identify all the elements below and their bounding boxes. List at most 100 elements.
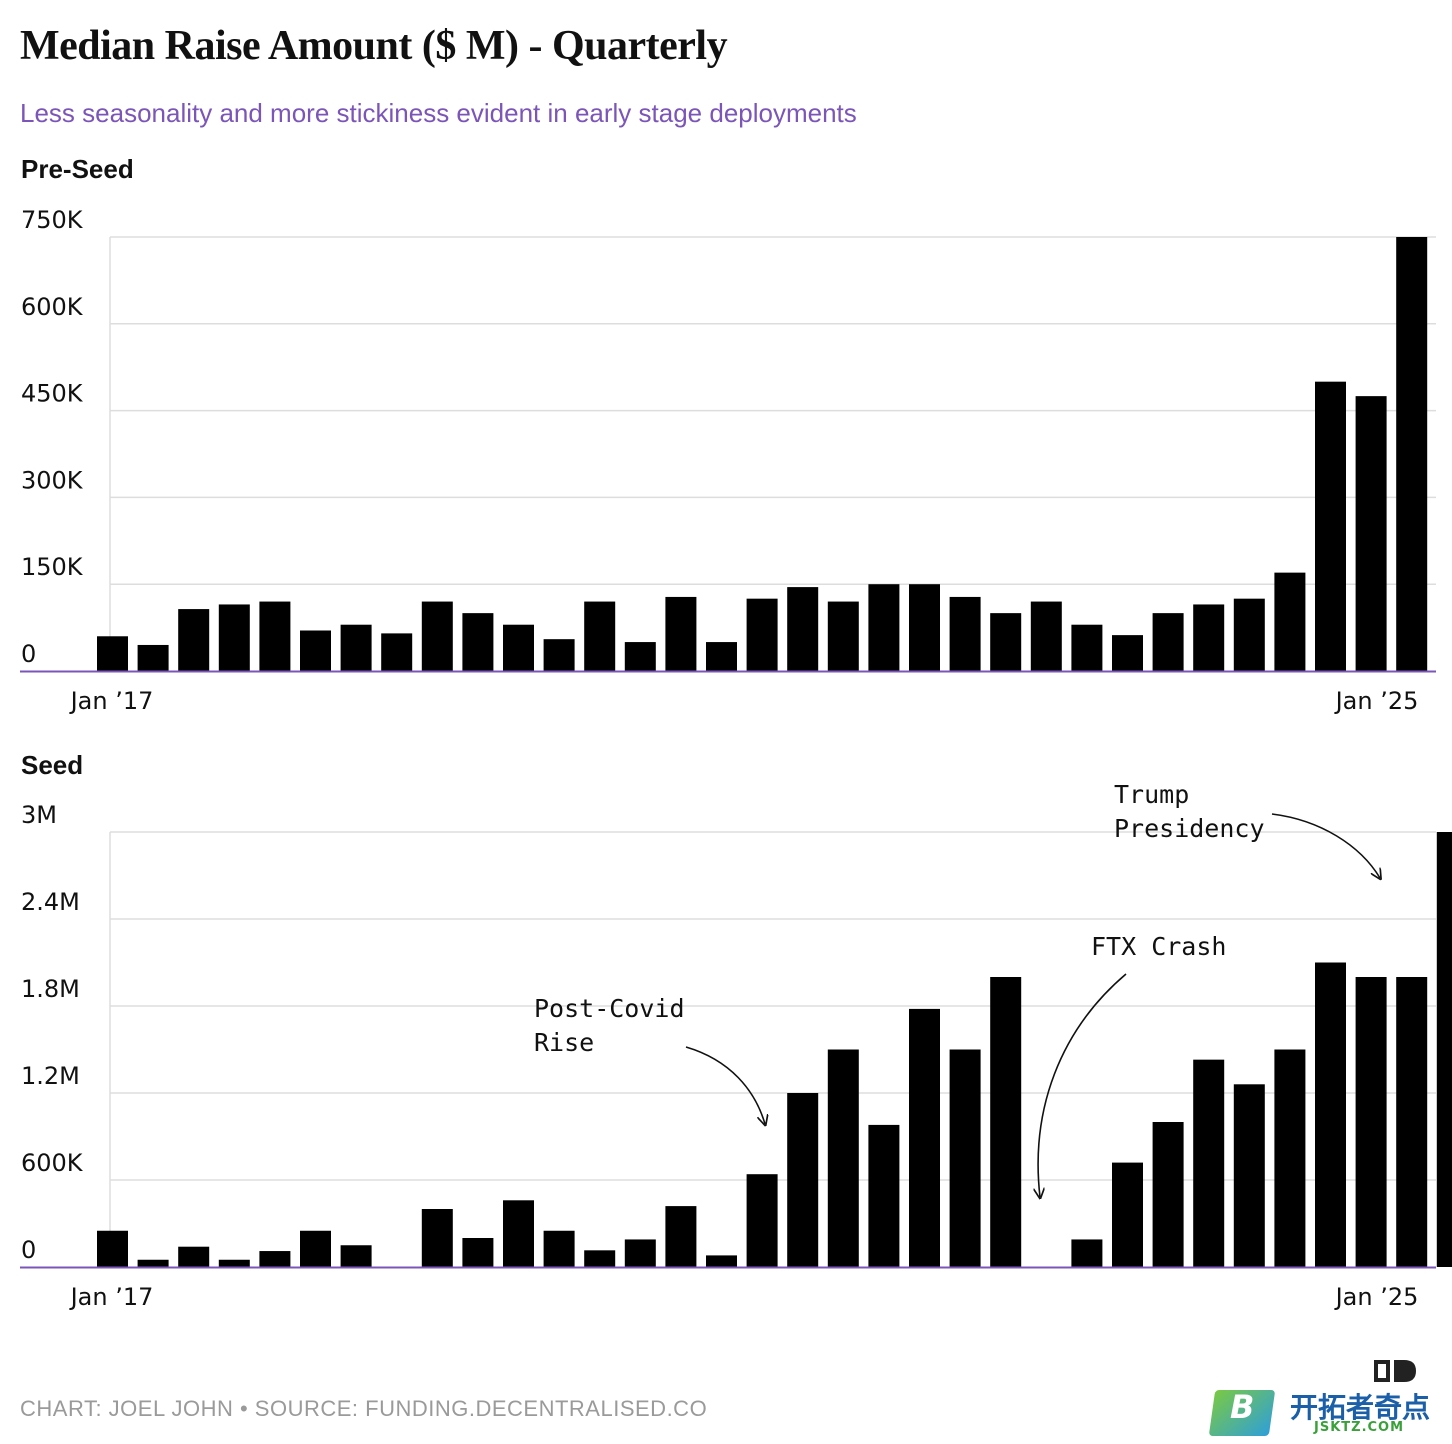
seed-bar xyxy=(827,1049,859,1267)
charts-canvas: Pre-Seed 0 150K 300K 450K 600K 750K Jan ’17 Jan … xyxy=(20,154,1452,1311)
seed-bar xyxy=(1396,977,1428,1267)
preseed-bar xyxy=(1355,396,1387,671)
preseed-y-tick-label: 150K xyxy=(21,553,84,581)
preseed-bar xyxy=(746,598,778,671)
preseed-bar xyxy=(909,584,940,671)
seed-y-tick-label: 1.8M xyxy=(21,975,80,1003)
chart-credit-footer: CHART: JOEL JOHN • SOURCE: FUNDING.DECEN… xyxy=(20,1396,708,1421)
seed-bar xyxy=(259,1251,291,1267)
preseed-bar xyxy=(584,601,616,671)
seed-bar xyxy=(1233,1084,1265,1267)
preseed-panel-title: Pre-Seed xyxy=(21,154,134,184)
seed-bar xyxy=(1436,832,1452,1267)
seed-bar xyxy=(97,1230,128,1267)
preseed-bar xyxy=(503,624,534,671)
chart-title: Median Raise Amount ($ M) - Quarterly xyxy=(20,23,728,69)
seed-bar xyxy=(665,1206,697,1267)
seed-bar xyxy=(584,1250,616,1267)
seed-y-tick-label: 0 xyxy=(21,1236,36,1264)
seed-bar xyxy=(787,1093,819,1267)
watermark-text-cn: 开拓者奇点 xyxy=(1290,1391,1431,1424)
watermark-badge-letter: B xyxy=(1230,1388,1255,1426)
seed-annotation-arrow xyxy=(685,1046,765,1124)
preseed-bar xyxy=(1274,572,1306,671)
seed-bar xyxy=(990,977,1022,1267)
seed-bar xyxy=(1315,962,1346,1267)
seed-x-tick-label: Jan ’17 xyxy=(69,1283,154,1311)
seed-bar xyxy=(300,1230,331,1267)
seed-annotation-text: FTX Crash xyxy=(1091,932,1226,961)
seed-x-tick-label: Jan ’25 xyxy=(1334,1283,1419,1311)
seed-bar xyxy=(1355,977,1387,1267)
seed-bar xyxy=(462,1238,494,1267)
seed-bar xyxy=(340,1245,372,1267)
preseed-x-tick-label: Jan ’25 xyxy=(1334,687,1419,715)
seed-bar xyxy=(1071,1239,1103,1267)
preseed-bar xyxy=(868,584,900,671)
preseed-bar xyxy=(990,613,1022,671)
preseed-y-tick-label: 300K xyxy=(21,466,84,494)
seed-bar xyxy=(503,1200,534,1267)
seed-bar xyxy=(1193,1059,1225,1267)
seed-y-tick-label: 600K xyxy=(21,1149,84,1177)
seed-panel-title: Seed xyxy=(21,750,83,780)
seed-bar xyxy=(543,1230,575,1267)
seed-bar xyxy=(746,1174,778,1267)
preseed-bar xyxy=(1030,601,1062,671)
preseed-bar xyxy=(1193,604,1225,671)
seed-annotation-text: Rise xyxy=(534,1028,594,1057)
seed-y-tick-label: 1.2M xyxy=(21,1062,80,1090)
seed-bar xyxy=(421,1209,453,1267)
preseed-bar xyxy=(949,596,981,671)
seed-bar xyxy=(909,1008,940,1267)
seed-annotation-text: Post-Covid xyxy=(534,994,685,1023)
preseed-y-tick-label: 750K xyxy=(21,206,84,234)
preseed-bar xyxy=(1112,635,1143,671)
seed-bar xyxy=(178,1246,210,1267)
seed-annotation-arrow xyxy=(1038,973,1127,1197)
preseed-bar xyxy=(97,636,128,671)
watermark-text-en: JSKTZ.COM xyxy=(1314,1420,1405,1435)
preseed-bar xyxy=(1152,613,1184,671)
preseed-bar xyxy=(340,624,372,671)
preseed-bar xyxy=(381,633,413,671)
chart-subtitle: Less seasonality and more stickiness evi… xyxy=(20,98,857,128)
preseed-bar xyxy=(706,642,737,671)
preseed-bar xyxy=(665,596,697,671)
seed-bar xyxy=(624,1239,656,1267)
preseed-bar xyxy=(1315,381,1346,671)
preseed-bar xyxy=(421,601,453,671)
preseed-bar xyxy=(1396,237,1428,671)
preseed-bar xyxy=(827,601,859,671)
seed-annotation-arrow xyxy=(1271,813,1380,878)
preseed-bar xyxy=(218,604,250,671)
preseed-bar xyxy=(178,609,210,671)
seed-bar xyxy=(706,1255,737,1267)
seed-bar xyxy=(1152,1122,1184,1267)
seed-bar xyxy=(137,1259,169,1267)
seed-annotation-text: Trump xyxy=(1114,780,1189,809)
seed-y-tick-label: 2.4M xyxy=(21,888,80,916)
preseed-bar xyxy=(787,587,819,671)
preseed-y-tick-label: 0 xyxy=(21,640,36,668)
seed-y-tick-label: 3M xyxy=(21,801,57,829)
preseed-bar xyxy=(462,613,494,671)
seed-bar xyxy=(218,1259,250,1267)
preseed-bar xyxy=(137,644,169,671)
preseed-y-tick-label: 600K xyxy=(21,293,84,321)
preseed-bar xyxy=(300,630,331,671)
preseed-y-tick-label: 450K xyxy=(21,380,84,408)
preseed-bar xyxy=(624,642,656,671)
seed-bar xyxy=(868,1124,900,1267)
decentralised-logo-icon xyxy=(1370,1358,1418,1384)
preseed-x-tick-label: Jan ’17 xyxy=(69,687,154,715)
seed-bar xyxy=(1112,1162,1143,1267)
seed-bar xyxy=(949,1049,981,1267)
preseed-bar xyxy=(1233,598,1265,671)
preseed-bar xyxy=(1071,624,1103,671)
seed-annotation-text: Presidency xyxy=(1114,814,1265,843)
preseed-bar xyxy=(259,601,291,671)
preseed-bar xyxy=(543,639,575,671)
seed-bar xyxy=(1274,1049,1306,1267)
watermark-logo: B 开拓者奇点 JSKTZ.COM xyxy=(1208,1386,1444,1440)
